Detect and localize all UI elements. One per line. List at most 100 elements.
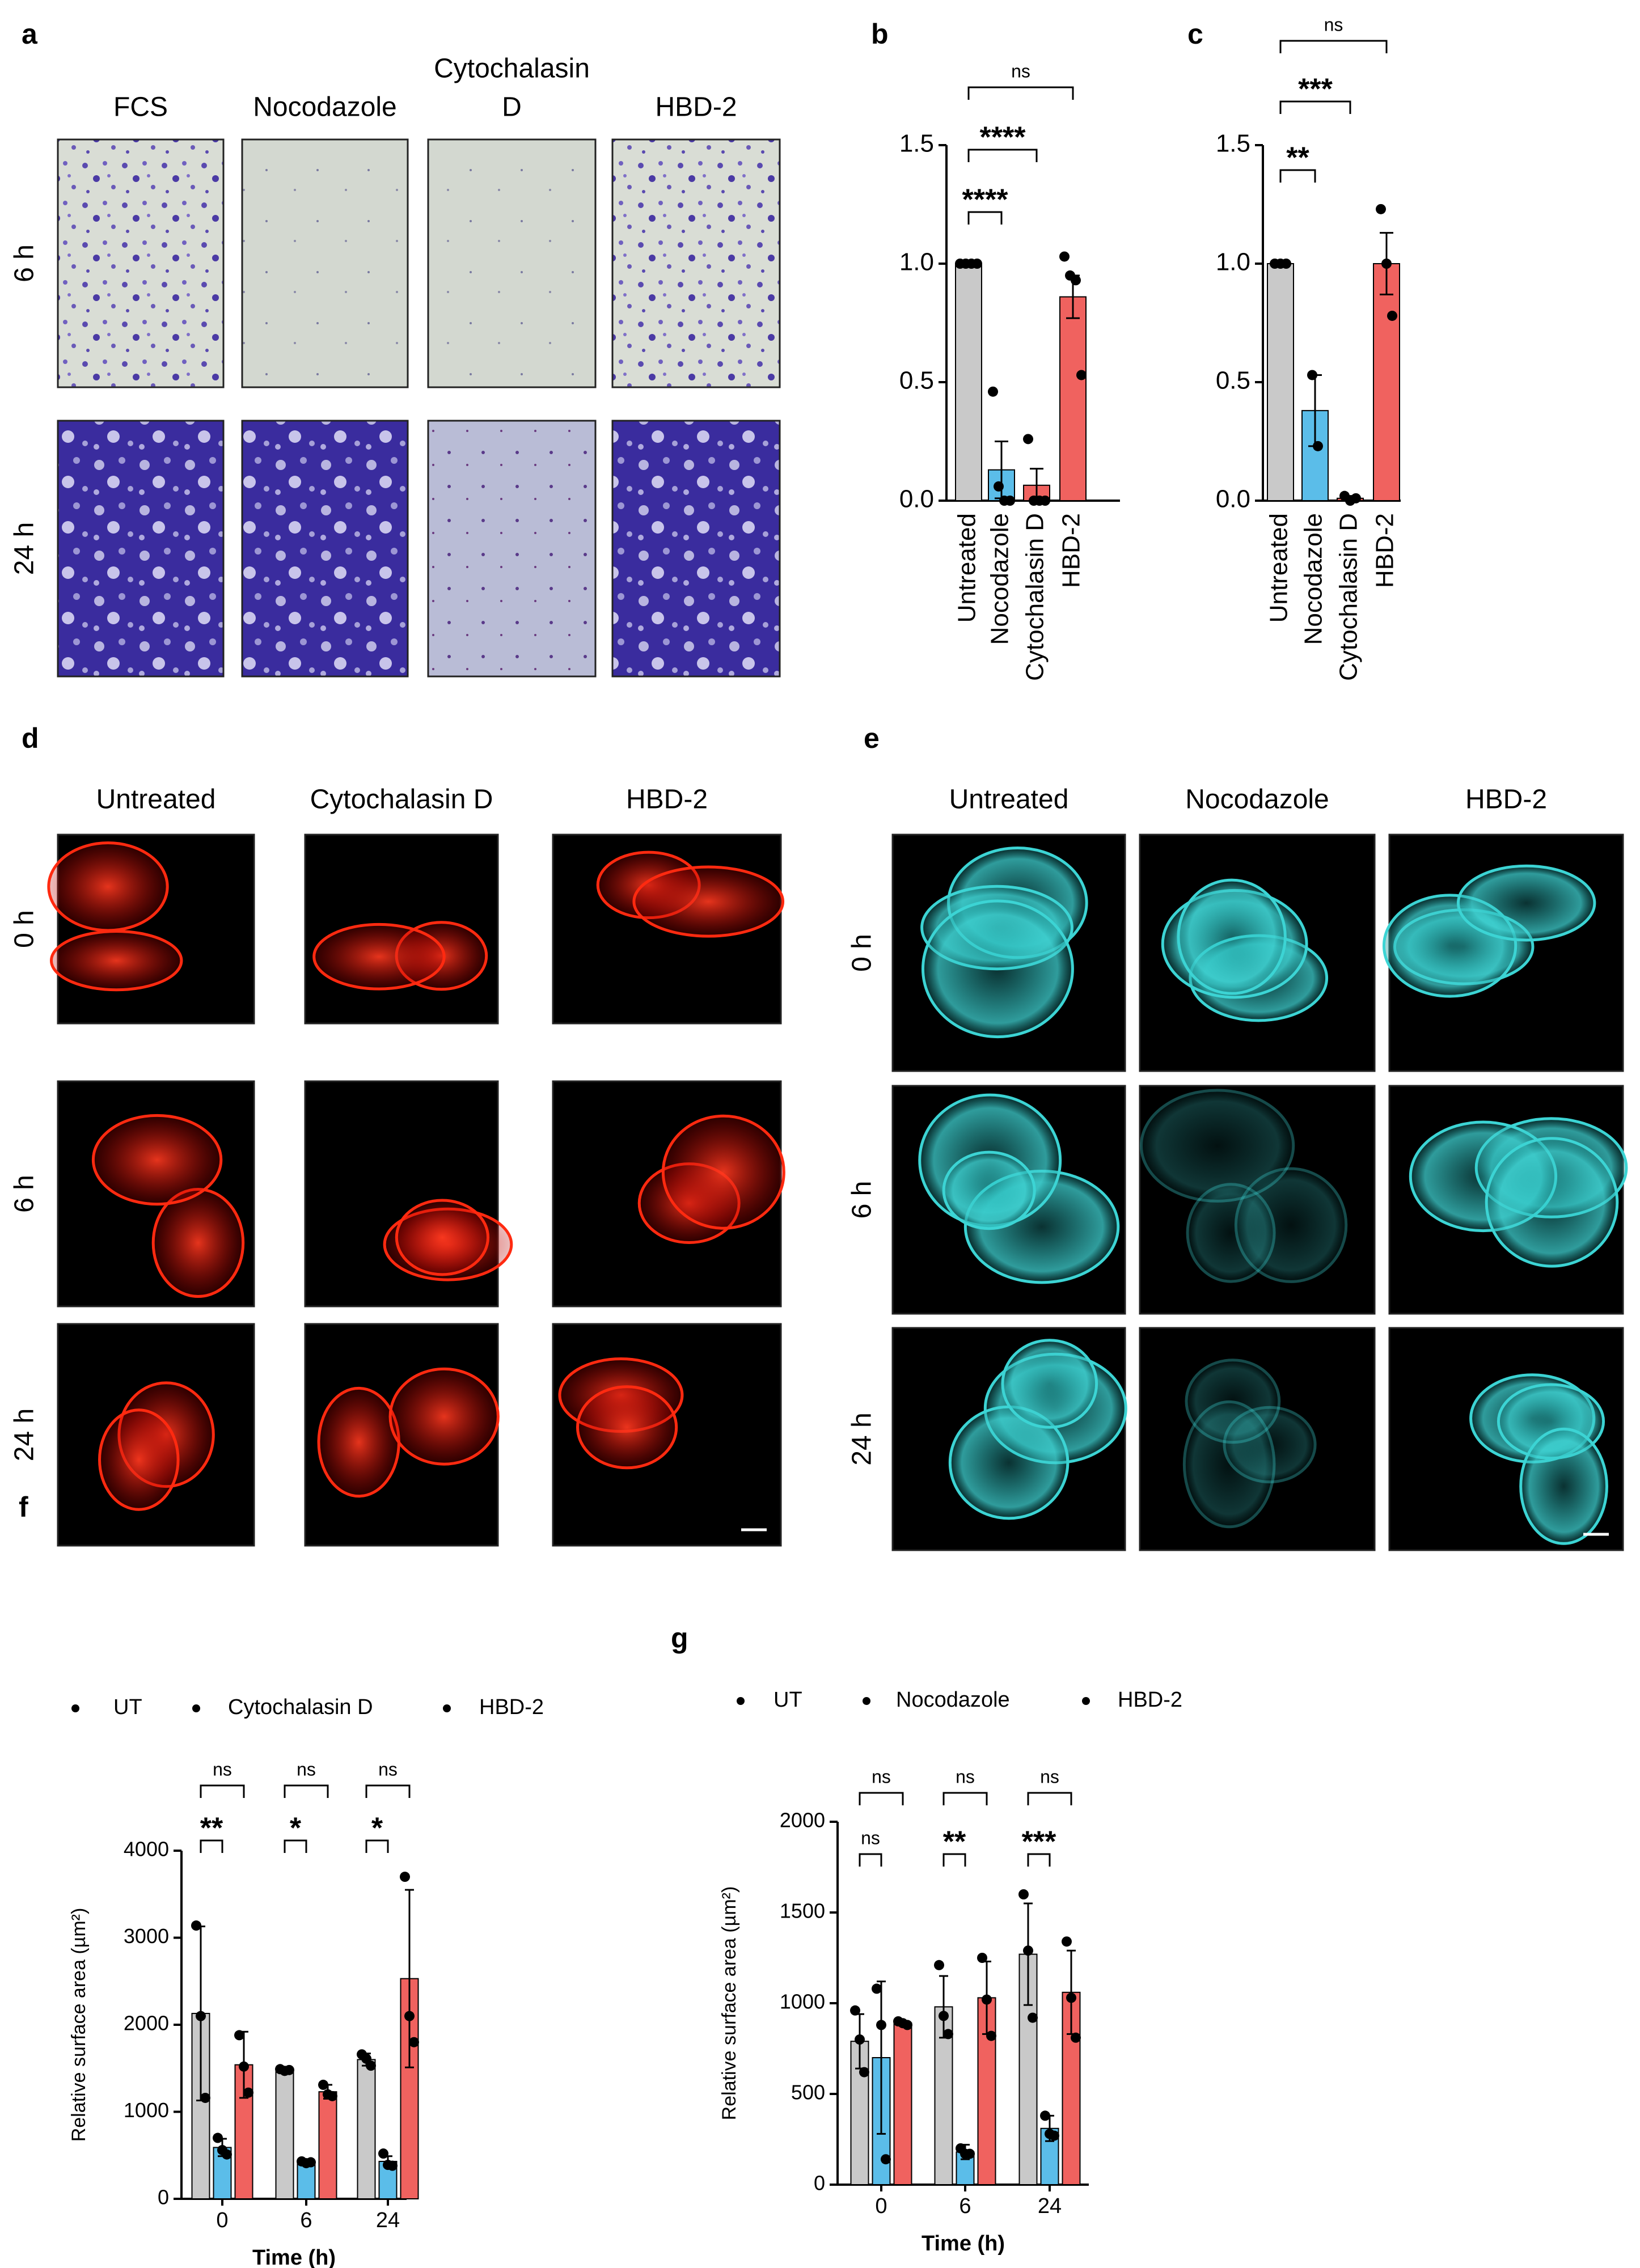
panel-letter: e [864,722,880,754]
significance-label: ns [1011,61,1030,81]
cell [388,1367,500,1466]
x-axis-title: Time (h) [252,2246,336,2268]
significance-label: **** [980,121,1026,154]
significance-label: ns [378,1759,398,1779]
cell [942,1150,1036,1230]
cell [1177,878,1287,995]
significance-bracket [942,1792,988,1805]
error-bar [323,2084,332,2100]
cell [1519,1427,1608,1545]
significance-label: ** [200,1812,223,1845]
image-background [57,420,225,678]
significance-label: * [290,1812,302,1845]
data-point [1028,2012,1038,2023]
data-point [378,2148,388,2159]
x-tick-label: Untreated [953,513,981,623]
micrograph [57,420,225,678]
x-axis-title: Time (h) [922,2232,1005,2256]
column-label: HBD-2 [626,785,708,815]
error-bar [1067,1949,1076,2035]
cell [1456,864,1596,942]
significance-bracket [1279,100,1351,114]
micrograph [891,1327,1127,1551]
row-label: 6 h [10,1175,40,1213]
x-tick-label: 0 [875,2194,887,2218]
legend-label: Cytochalasin D [228,1695,373,1719]
micrograph [1139,1085,1376,1315]
error-bar [239,2030,248,2099]
data-point [872,1983,882,1994]
x-tick-label: Cytochalasin D [1021,513,1049,681]
error-bar [855,2013,864,2070]
micrograph [1388,1085,1628,1315]
significance-label: ns [1040,1766,1059,1787]
cell [632,865,785,938]
panel-letter: b [871,18,889,50]
column-label: Nocodazole [253,92,397,122]
significance-bracket [1027,1853,1051,1867]
x-tick-label: HBD-2 [1058,513,1085,588]
legend-label: UT [773,1688,802,1712]
row-label: 24 h [847,1412,877,1465]
data-point [1387,310,1397,321]
micrograph [552,1323,782,1547]
legend-marker [71,1704,79,1712]
micrograph [1139,1327,1376,1551]
micrograph [427,138,597,388]
image-background [57,138,225,388]
y-tick-label: 1.0 [899,248,934,276]
micrograph [241,420,409,678]
cell [317,1386,400,1498]
micrograph [1388,1327,1624,1551]
column-label: D [502,92,522,122]
error-bar [405,1889,414,2068]
legend-marker [192,1704,200,1712]
data-point [1059,251,1070,262]
y-tick-label: 2000 [124,2012,169,2035]
significance-label: ns [213,1759,232,1779]
significance-bracket [200,1839,223,1853]
error-bar [218,2138,227,2157]
cell [1485,1137,1619,1268]
significance-label: ** [943,1826,966,1859]
significance-bracket [1279,169,1316,183]
micrograph [57,1080,255,1308]
legend-label: HBD-2 [1118,1688,1182,1712]
data-point [191,1920,201,1931]
micrograph [891,833,1126,1072]
legend-label: Nocodazole [896,1688,1010,1712]
image-background [427,138,597,388]
error-bar [961,2144,970,2160]
y-tick-label: 0.0 [899,485,934,513]
micrograph [552,1080,785,1308]
error-bar [1380,232,1393,295]
image-background [611,420,781,678]
data-point [972,259,982,269]
data-point [327,2091,337,2101]
significance-bracket [284,1784,329,1798]
data-point [859,2067,869,2077]
significance-bracket [200,1784,245,1798]
micrograph [611,420,781,678]
cell [312,923,446,991]
micrograph [304,1080,513,1308]
image-background [241,420,409,678]
image-background [611,138,781,388]
cell [98,1408,180,1511]
data-point [943,2029,953,2039]
column-label: Untreated [96,785,216,815]
data-point [1076,370,1087,380]
micrograph [611,138,781,388]
data-point [306,2157,316,2168]
x-tick-label: 6 [959,2194,971,2218]
x-tick-label: Nocodazole [1300,513,1328,645]
data-point [850,2005,860,2016]
bar [1059,296,1087,502]
row-label: 0 h [847,934,877,972]
column-label: FCS [113,92,168,122]
significance-label: ns [956,1766,975,1787]
y-axis-title: Relative surface area (µm²) [718,1886,740,2121]
legend-marker [1082,1697,1090,1705]
data-point [1049,2130,1059,2141]
